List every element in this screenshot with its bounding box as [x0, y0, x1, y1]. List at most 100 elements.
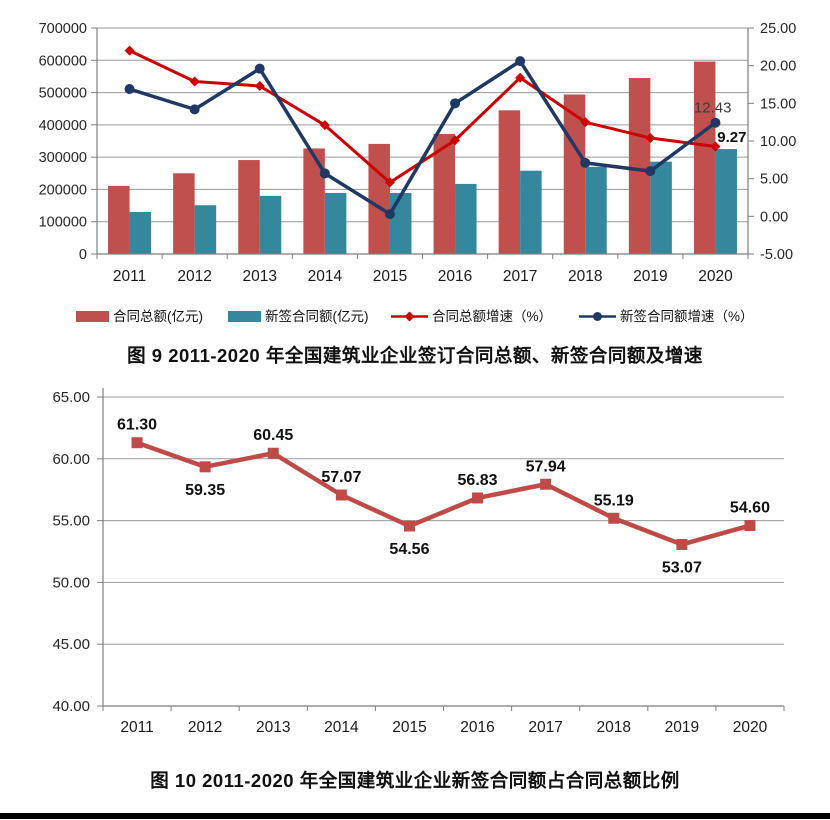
new-contract-bar	[389, 192, 412, 254]
new-contract-bar	[194, 205, 217, 254]
year-label: 2014	[308, 268, 343, 285]
right-axis-tick-label: 0.00	[760, 209, 788, 225]
square-marker	[608, 512, 620, 524]
total-growth-line	[128, 49, 716, 184]
bottom-divider	[0, 813, 830, 819]
diamond-marker	[124, 45, 135, 56]
diamond-marker	[710, 141, 721, 152]
year-label: 2015	[392, 719, 426, 736]
circle-marker	[645, 166, 656, 177]
year-label: 2019	[633, 268, 667, 285]
figure9-combo-chart: 0 100000 200000 300000 400000 500000 600000 700…	[39, 21, 797, 324]
legend-diamond-marker	[404, 311, 415, 322]
data-label: 59.35	[185, 482, 225, 499]
diamond-marker	[515, 72, 526, 83]
total-contract-bar	[628, 78, 651, 255]
new-contract-bar	[650, 161, 672, 254]
data-label: 57.94	[526, 458, 566, 475]
total-contract-bar	[303, 148, 325, 254]
year-label: 2020	[733, 719, 768, 736]
year-label: 2014	[324, 719, 359, 736]
diamond-marker	[384, 177, 395, 188]
left-axis-tick-label: 500000	[39, 86, 87, 102]
right-axis-tick-label: 25.00	[760, 21, 796, 37]
right-axis-tick-label: 20.00	[760, 59, 796, 75]
new-contract-bar	[324, 192, 347, 254]
right-axis-tick-label: -5.00	[760, 247, 793, 263]
square-marker	[131, 437, 143, 449]
year-label: 2017	[503, 268, 537, 285]
figure10-line-chart: 40.00 45.00 50.00 55.00 60.00 65.00 2011 2012 20…	[52, 388, 785, 736]
right-axis-tick-label: 15.00	[760, 96, 796, 112]
year-label: 2016	[460, 719, 494, 736]
left-axis-tick-label: 200000	[39, 182, 87, 198]
year-label: 2013	[256, 719, 290, 736]
square-marker	[403, 520, 415, 532]
total-contract-bar	[433, 133, 456, 254]
data-label: 56.83	[458, 472, 498, 489]
data-label: 54.60	[730, 500, 770, 517]
year-label: 2016	[438, 268, 472, 285]
data-label: 53.07	[662, 559, 702, 576]
year-label: 2018	[568, 268, 602, 285]
data-label: 57.07	[321, 469, 361, 486]
new-contract-bar	[520, 170, 542, 254]
square-marker	[199, 461, 211, 473]
circle-marker	[710, 117, 721, 128]
left-axis-tick-label: 400000	[39, 118, 87, 134]
figure10: 40.00 45.00 50.00 55.00 60.00 65.00 2011 2012 20…	[0, 375, 830, 800]
new-contract-bar	[715, 149, 737, 254]
right-axis-tick-label: 10.00	[760, 134, 796, 150]
legend-label: 合同总额增速（%）	[432, 309, 552, 324]
circle-marker	[124, 84, 135, 95]
y-axis-tick-label: 65.00	[52, 389, 90, 406]
circle-marker	[254, 63, 265, 74]
year-label: 2015	[373, 268, 407, 285]
y-axis-tick-label: 55.00	[52, 513, 90, 530]
legend-label: 合同总额(亿元)	[113, 309, 203, 324]
right-axis-tick-label: 5.00	[760, 172, 788, 188]
new-contract-bar	[259, 195, 282, 254]
left-axis-tick-label: 100000	[39, 215, 87, 231]
circle-marker	[319, 168, 330, 179]
circle-marker	[515, 56, 526, 67]
legend-bar-swatch	[228, 311, 261, 322]
year-label: 2017	[528, 719, 562, 736]
y-axis-tick-label: 60.00	[52, 451, 90, 468]
new-contract-bar	[455, 183, 477, 254]
year-label: 2013	[243, 268, 277, 285]
left-axis-tick-label: 700000	[39, 21, 87, 37]
circle-marker	[450, 98, 461, 109]
new-contract-bar	[585, 166, 607, 254]
figure10-caption: 图 10 2011-2020 年全国建筑业企业新签合同额占合同总额比例	[150, 770, 680, 791]
new-growth-line	[129, 59, 717, 216]
y-axis-tick-label: 40.00	[52, 698, 90, 715]
total-contract-bar	[238, 160, 260, 254]
diamond-marker	[450, 135, 461, 146]
left-axis-tick-label: 300000	[39, 150, 87, 166]
diamond-marker	[254, 81, 265, 92]
square-marker	[540, 478, 552, 490]
legend-label: 新签合同额增速（%）	[620, 308, 754, 324]
year-label: 2011	[120, 719, 153, 736]
data-label: 54.56	[389, 541, 429, 558]
new-contract-bar	[129, 212, 152, 254]
year-label: 2019	[665, 719, 699, 736]
diamond-marker	[645, 132, 656, 143]
data-label: 61.30	[117, 417, 157, 434]
figure9: 0 100000 200000 300000 400000 500000 600000 700…	[0, 0, 830, 375]
point-label: 12.43	[694, 100, 732, 117]
total-contract-bar	[368, 143, 390, 254]
total-contract-bar	[108, 185, 130, 254]
diamond-marker	[319, 120, 330, 131]
figure9-caption: 图 9 2011-2020 年全国建筑业企业签订合同总额、新签合同额及增速	[127, 345, 703, 366]
legend-bar-swatch	[76, 311, 109, 322]
year-label: 2012	[177, 268, 211, 285]
diamond-marker	[189, 76, 200, 87]
total-contract-bar	[563, 94, 586, 254]
circle-marker	[189, 104, 200, 115]
data-label: 60.45	[253, 427, 293, 444]
circle-marker	[580, 157, 591, 168]
square-marker	[335, 489, 347, 501]
